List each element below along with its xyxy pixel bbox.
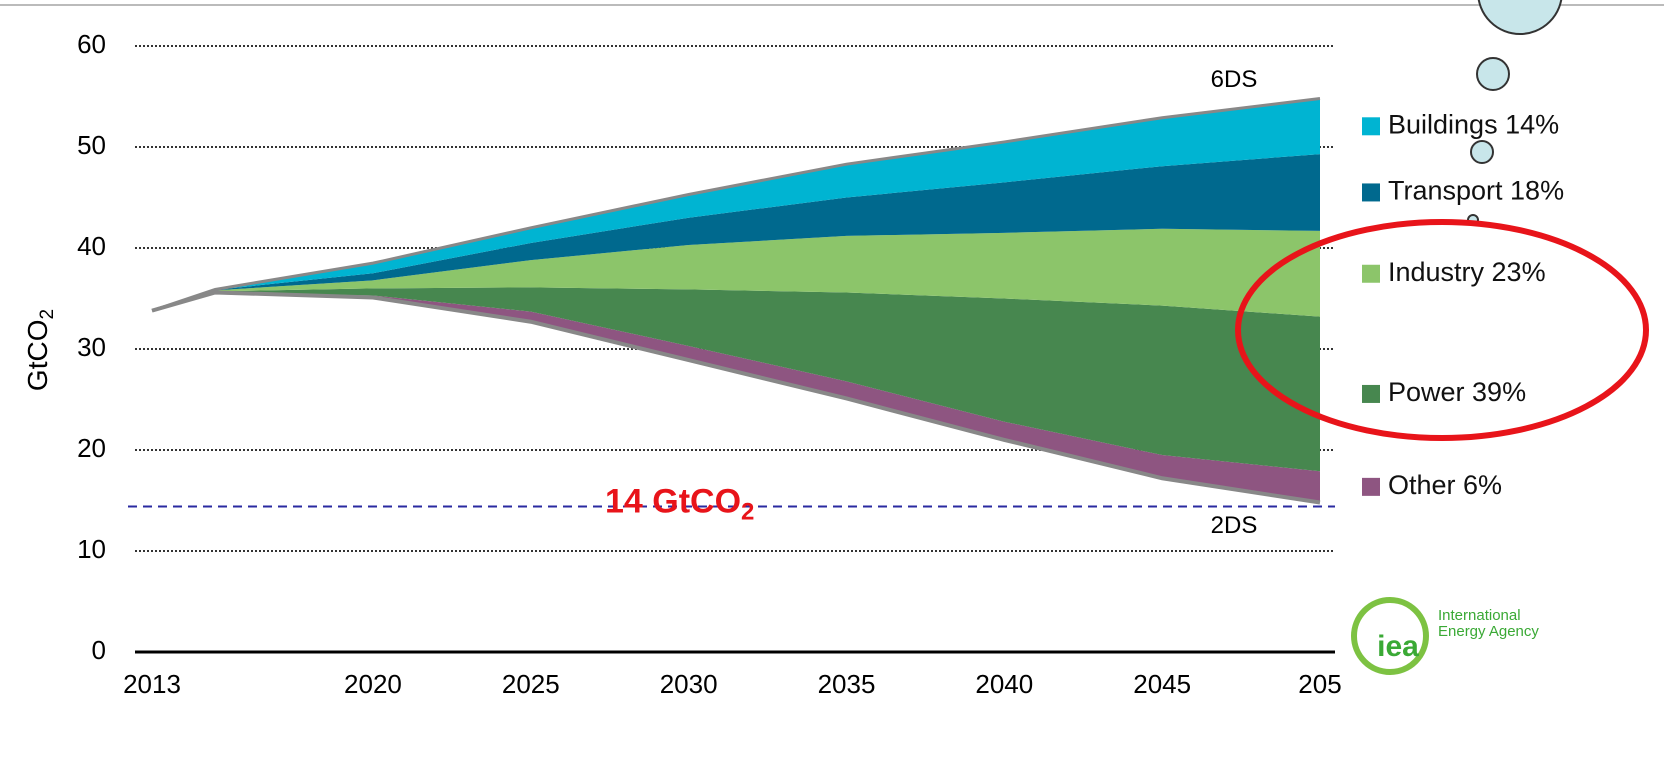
baseline-line	[151, 290, 1321, 505]
decor-circle	[1470, 140, 1494, 164]
top-label: 6DS	[1211, 66, 1258, 93]
logo-ring	[1351, 597, 1429, 675]
x-tick-label: 205	[1298, 669, 1341, 699]
legend-swatch	[1362, 264, 1380, 283]
target-label-text: 14 GtCO	[605, 483, 741, 521]
legend-swatch	[1362, 477, 1380, 496]
area	[152, 287, 1320, 472]
baseline-label: 2DS	[1211, 512, 1258, 539]
legend-label: Power 39%	[1388, 377, 1526, 407]
x-tick-label: 2020	[344, 669, 402, 699]
y-tick-label: 50	[77, 130, 106, 160]
highlight-ellipse	[1235, 219, 1649, 441]
legend-label: Buildings 14%	[1388, 109, 1559, 139]
area	[152, 154, 1320, 311]
logo-text: International	[1438, 607, 1521, 624]
logo: iea International Energy Agency	[1351, 597, 1539, 675]
area	[152, 228, 1320, 317]
x-tick-label: 2025	[502, 669, 560, 699]
legend-swatch	[1362, 117, 1380, 136]
x-tick-label: 2040	[975, 669, 1033, 699]
y-tick-label: 20	[77, 433, 106, 463]
target-label-sub: 2	[741, 499, 754, 526]
y-tick-label: 0	[92, 635, 106, 665]
legend-swatch	[1362, 183, 1380, 202]
decor-circle	[1477, 0, 1563, 35]
top-line	[151, 97, 1321, 313]
legend-label: Industry 23%	[1388, 257, 1546, 287]
decor-circle	[1476, 57, 1510, 91]
area	[152, 98, 1320, 311]
logo-mark: iea	[1377, 630, 1419, 663]
legend-label: Transport 18%	[1388, 176, 1564, 206]
y-tick-label: 40	[77, 231, 106, 261]
legend-swatch	[1362, 384, 1380, 403]
y-axis-label: GtCO2	[22, 309, 58, 391]
logo-text: Energy Agency	[1438, 623, 1539, 640]
y-tick-label: 10	[77, 534, 106, 564]
legend-label: Other 6%	[1388, 470, 1502, 500]
x-tick-label: 2013	[123, 669, 181, 699]
x-tick-label: 2035	[818, 669, 876, 699]
target-label: 14 GtCO2	[605, 483, 754, 526]
y-tick-label: 30	[77, 332, 106, 362]
y-tick-label: 60	[77, 29, 106, 59]
area	[152, 292, 1320, 503]
x-tick-label: 2045	[1133, 669, 1191, 699]
x-tick-label: 2030	[660, 669, 718, 699]
